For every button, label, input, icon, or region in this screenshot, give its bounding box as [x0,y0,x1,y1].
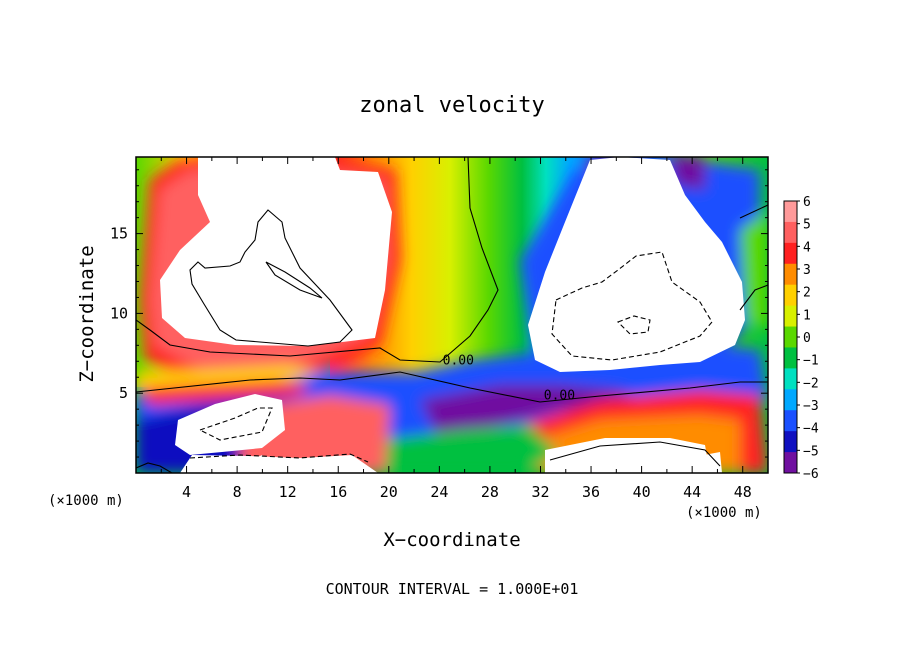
colorbar-swatch [784,347,797,369]
x-tick-label: 20 [380,483,398,501]
purple-ribbon-center [420,385,640,440]
colorbar-label: −1 [803,354,819,369]
contour-positive-upper-left [189,209,353,347]
x-tick-label: 32 [531,483,549,501]
y-axis-title: Z−coordinate [76,245,98,382]
x-tick-label: 40 [633,483,651,501]
colorbar-label: 4 [803,240,811,255]
colorbar-label: 1 [803,308,811,323]
colorbar-swatch [784,368,797,390]
colorbar-label: −3 [803,399,819,414]
contour-zero-lower [136,371,768,403]
colorbar-swatch [784,305,797,328]
colorbar-swatch [784,201,797,223]
colorbar-swatch [784,431,797,453]
y-tick-label: 10 [110,304,128,322]
x-tick-label: 28 [481,483,499,501]
contour-zero-right-mid [739,284,768,311]
x-tick-label: 12 [279,483,297,501]
contour-positive-upper-left-inner [265,261,323,299]
colorbar-swatch [784,389,797,411]
contour-positive-bottom-right [549,441,721,467]
colorbar-label: 3 [803,263,811,278]
white-region-upper-left [160,157,392,346]
x-tick-label: 44 [683,483,701,501]
x-tick-label: 8 [233,483,242,501]
y-axis-ticks: 5 10 15 [110,169,768,458]
contour-interval-note: CONTOUR INTERVAL = 1.000E+01 [326,580,579,598]
colorbar-swatch [784,242,797,265]
contour-negative-upper-right [551,251,713,361]
contour-label: 0.00 [544,389,575,404]
yellow-band-left [136,365,320,388]
x-unit-label-right: (×1000 m) [686,505,762,521]
colorbar-swatch [784,326,797,348]
x-tick-label: 36 [582,483,600,501]
colorbar-swatch [784,221,797,244]
contour-label: 0.00 [443,353,474,368]
green-band-bottom [380,425,560,473]
x-axis-ticks: 4 8 12 16 20 24 28 32 36 40 44 48 [160,157,752,501]
chart-title: zonal velocity [359,93,544,118]
plot-frame [135,156,769,474]
y-tick-label: 15 [110,225,128,243]
colorbar-label: −2 [803,376,819,391]
white-region-bottom-right [545,438,710,473]
white-region-bottom-left [180,455,378,473]
colorbar-label: 0 [803,331,811,346]
x-axis-title: X−coordinate [383,529,520,551]
colorbar-label: 6 [803,195,811,210]
colorbar-swatch [784,452,797,474]
colorbar-swatch [784,263,797,286]
contour-negative-bottom-left [189,453,369,463]
colorbar-label: 2 [803,286,811,301]
colorbar-label: 5 [803,218,811,233]
contour-negative-upper-right-inner [617,315,651,335]
white-region-lower-left [175,394,285,455]
contour-zero-main [136,157,499,363]
contour-negative-lower-left [198,407,273,441]
white-region-upper-right [528,157,745,372]
colorbar: 6 5 4 3 2 1 0 −1 −2 −3 −4 −5 −6 [783,195,819,482]
contour-zero-right-top [739,204,768,219]
contour-zero-bottom-left [136,462,173,473]
x-tick-label: 4 [182,483,191,501]
x-tick-label: 24 [430,483,448,501]
colorbar-label: −4 [803,422,819,437]
white-region-bottom-right-b [704,452,722,473]
x-tick-label: 16 [329,483,347,501]
x-unit-label-left: (×1000 m) [48,493,124,509]
colorbar-swatch [784,284,797,307]
y-tick-label: 5 [119,384,128,402]
colorbar-swatch [784,410,797,432]
colorbar-label: −5 [803,444,819,459]
white-spot-bottom [252,455,272,473]
velocity-field: 0.00 0.00 [136,157,768,473]
colorbar-label: −6 [803,467,819,482]
x-tick-label: 48 [734,483,752,501]
